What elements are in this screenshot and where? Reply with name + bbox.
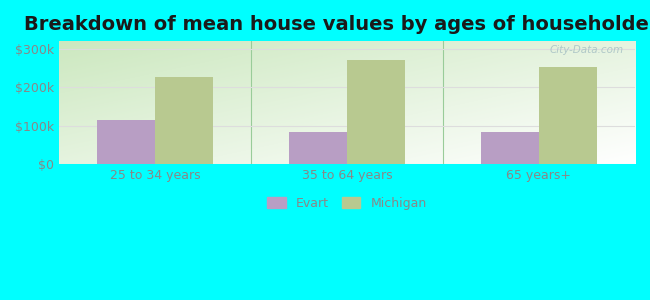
Bar [482, 132, 539, 164]
Bar [155, 76, 213, 164]
Title: Breakdown of mean house values by ages of householders: Breakdown of mean house values by ages o… [24, 15, 650, 34]
Bar [98, 120, 155, 164]
Bar [347, 60, 404, 164]
Bar [539, 67, 597, 164]
Legend: Evart, Michigan: Evart, Michigan [267, 197, 426, 210]
Bar [289, 131, 347, 164]
Text: City-Data.com: City-Data.com [549, 45, 623, 55]
